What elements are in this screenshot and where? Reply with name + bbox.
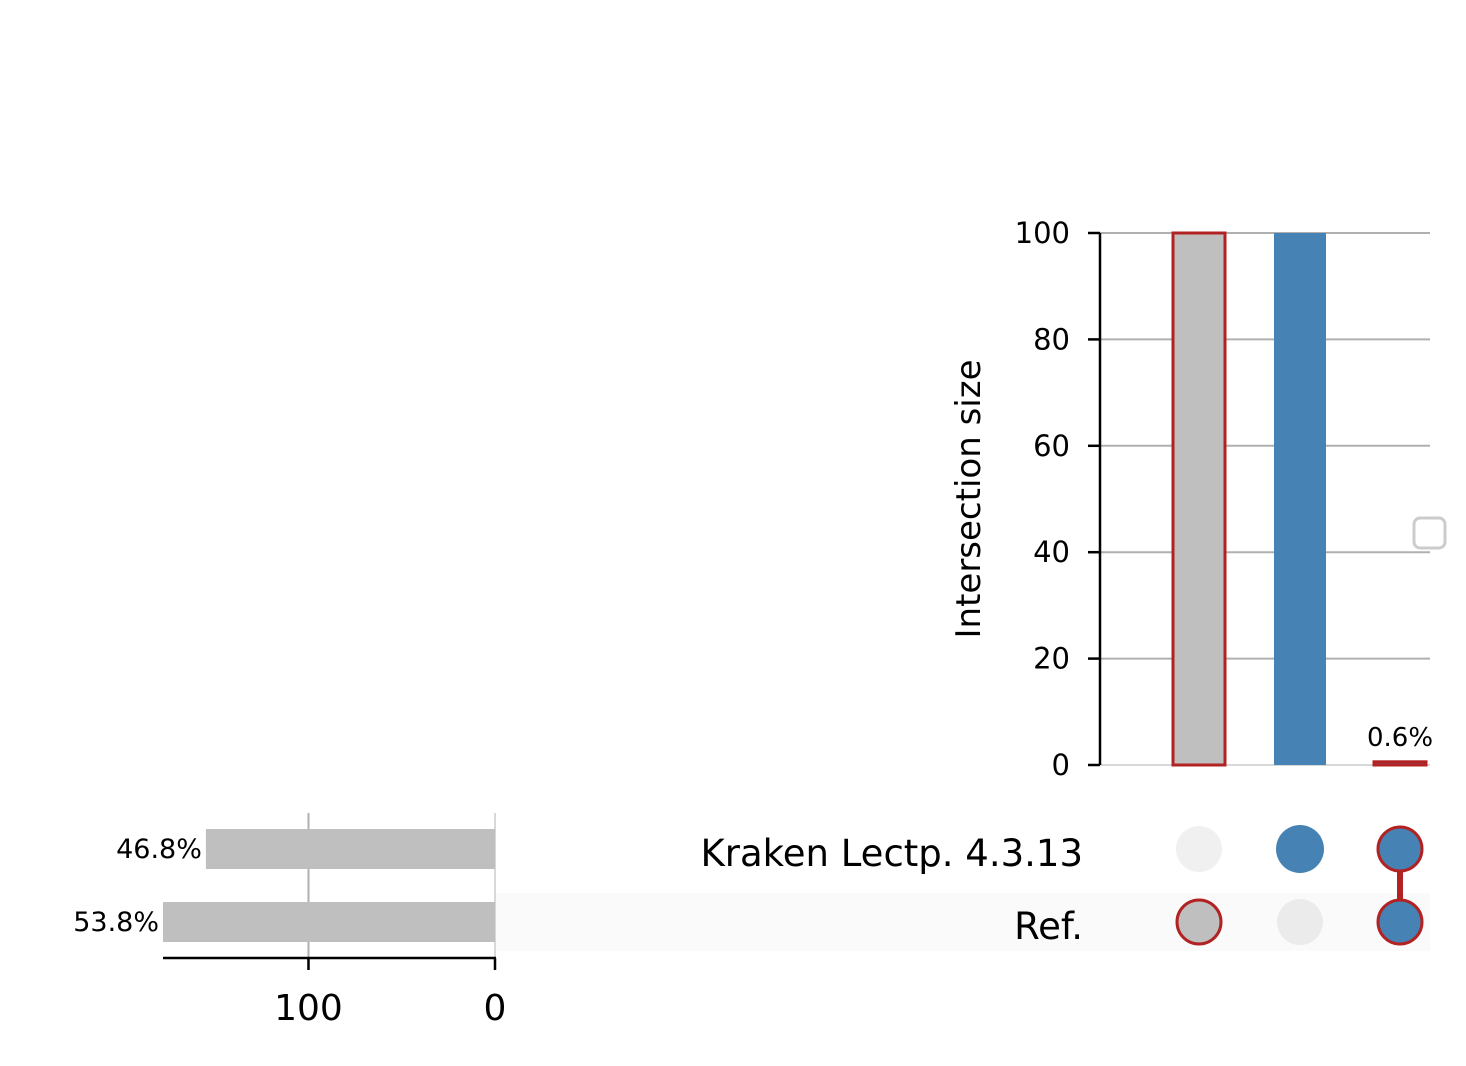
set-size-bars bbox=[163, 829, 496, 942]
set-size-x-ticks: 100 0 bbox=[274, 958, 506, 1029]
set-size-bar bbox=[163, 902, 495, 942]
y-tick-label: 100 bbox=[1015, 216, 1070, 250]
intersection-matrix bbox=[1175, 825, 1424, 946]
matrix-dot-inactive bbox=[1277, 899, 1323, 945]
intersection-bar-labels: 0.6% bbox=[1367, 723, 1433, 753]
intersection-bar bbox=[1274, 233, 1326, 765]
set-name: Kraken Lectp. 4.3.13 bbox=[700, 832, 1083, 875]
set-size-label: 53.8% bbox=[73, 907, 159, 938]
intersection-gridlines bbox=[1100, 232, 1430, 766]
set-size-bar bbox=[205, 829, 496, 869]
intersection-y-label: Intersection size bbox=[949, 360, 989, 639]
matrix-dot-active bbox=[1276, 825, 1324, 873]
set-name: Ref. bbox=[1014, 905, 1083, 948]
intersection-bars bbox=[1171, 231, 1428, 767]
set-names: Kraken Lectp. 4.3.13 Ref. bbox=[700, 832, 1083, 948]
set-size-labels: 46.8% 53.8% bbox=[73, 834, 202, 938]
intersection-y-ticks: 0 20 40 60 80 100 bbox=[1015, 216, 1100, 782]
intersection-bar bbox=[1372, 760, 1428, 767]
set-size-label: 46.8% bbox=[116, 834, 202, 865]
matrix-dot-active bbox=[1376, 898, 1424, 946]
y-tick-label: 60 bbox=[1033, 429, 1070, 463]
y-tick-label: 40 bbox=[1033, 535, 1070, 569]
legend-box[interactable] bbox=[1412, 516, 1447, 550]
matrix-dot-active bbox=[1376, 825, 1424, 873]
set-size-tick-label: 0 bbox=[484, 988, 507, 1029]
y-tick-label: 20 bbox=[1033, 642, 1070, 676]
intersection-bar-label: 0.6% bbox=[1367, 723, 1433, 753]
y-tick-label: 0 bbox=[1052, 748, 1070, 782]
set-size-tick-label: 100 bbox=[274, 988, 343, 1029]
y-tick-label: 80 bbox=[1033, 322, 1070, 356]
matrix-dot-active bbox=[1175, 898, 1223, 946]
matrix-dot-inactive bbox=[1176, 826, 1222, 872]
intersection-bar bbox=[1171, 231, 1227, 767]
matrix-row-shade bbox=[495, 893, 1430, 951]
